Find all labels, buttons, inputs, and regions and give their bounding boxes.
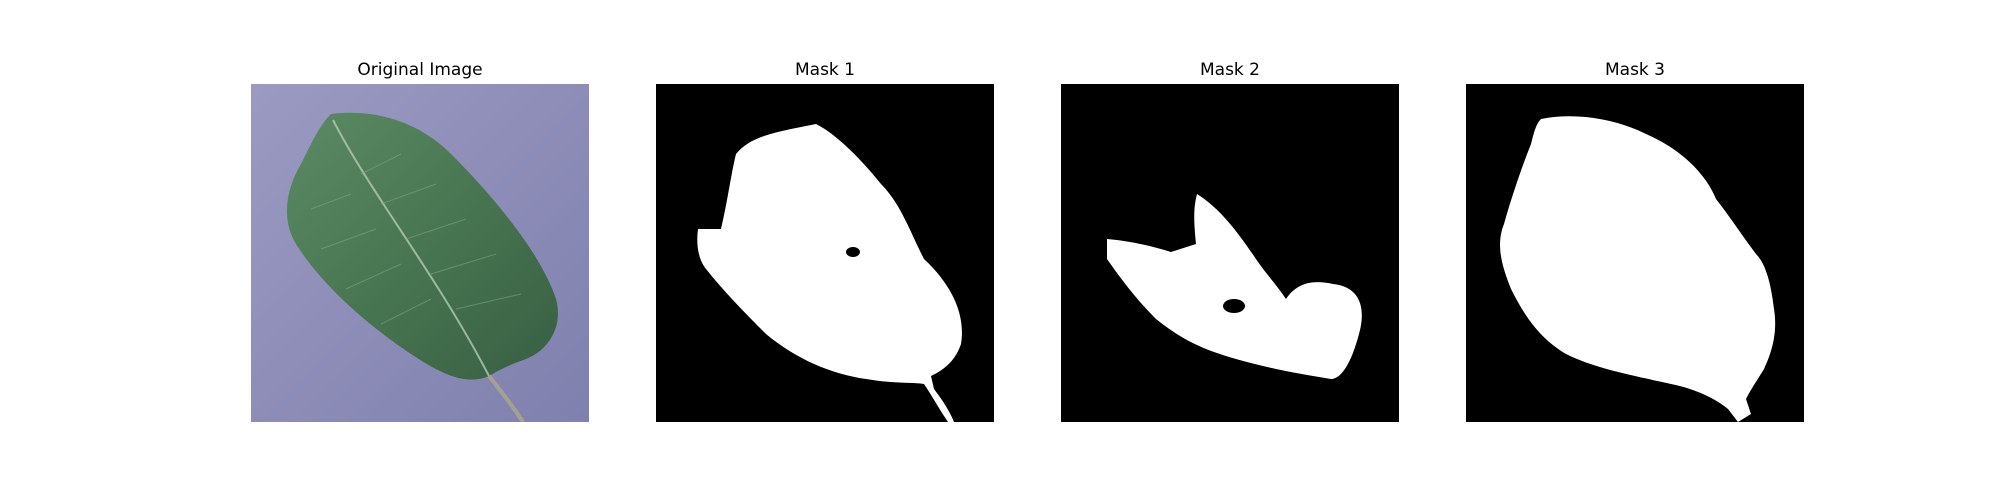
original-image-panel: Original Image: [251, 60, 589, 430]
mask-1-panel: Mask 1: [656, 60, 994, 430]
panel-title-original: Original Image: [357, 60, 483, 80]
panel-title-mask-2: Mask 2: [1199, 60, 1260, 80]
panel-title-mask-3: Mask 3: [1604, 60, 1665, 80]
mask-1-image: [656, 84, 994, 422]
mask-2-panel: Mask 2: [1061, 60, 1399, 430]
mask-3-image: [1466, 84, 1804, 422]
panel-title-mask-1: Mask 1: [794, 60, 855, 80]
original-leaf-photo: [251, 84, 589, 422]
mask-3-panel: Mask 3: [1466, 60, 1804, 430]
mask-2-image: [1061, 84, 1399, 422]
